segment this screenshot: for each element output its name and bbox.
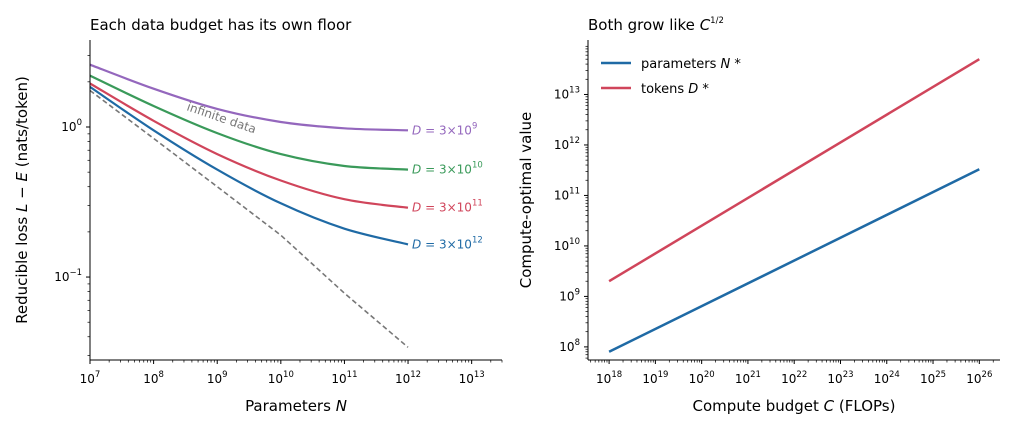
right-x-tick-label: 1020 <box>689 370 715 386</box>
left-x-tick-label: 1011 <box>331 370 357 386</box>
right-x-tick-label: 1023 <box>827 370 853 386</box>
series-label-D-3e9: D = 3×109 <box>412 121 477 137</box>
series-label-D-3e12: D = 3×1012 <box>412 235 483 251</box>
left-x-tick-label: 1010 <box>268 370 294 386</box>
left-x-axis-label: Parameters N <box>245 397 347 415</box>
series-line-D-3e12 <box>89 85 409 246</box>
right-x-tick-label: 1026 <box>966 370 992 386</box>
left-x-tick-label: 1013 <box>459 370 485 386</box>
right-x-tick-label: 1022 <box>781 370 807 386</box>
right-x-tick-label: 1024 <box>874 370 900 386</box>
series-label-D-3e10: D = 3×1010 <box>412 161 483 177</box>
right-x-axis-label: Compute budget C (FLOPs) <box>693 397 896 415</box>
series-line-D-3e9 <box>89 63 409 132</box>
right-y-axis-label: Compute-optimal value <box>517 112 535 289</box>
left-x-tick-label: 109 <box>207 370 228 386</box>
left-chart-title: Each data budget has its own floor <box>90 16 352 34</box>
infinite-data-line <box>89 89 409 348</box>
right-x-tick-label: 1019 <box>642 370 668 386</box>
right-legend: parameters N * tokens D * <box>601 57 741 97</box>
left-y-axis-label: Reducible loss L − E (nats/token) <box>13 76 31 324</box>
left-x-tick-label: 108 <box>143 370 164 386</box>
right-chart: Both grow like C1/2 1018 1019 1020 1021 1022… <box>517 16 1000 415</box>
legend-label-parameters: parameters N * <box>641 57 741 72</box>
infinite-data-annotation: infinite data <box>185 100 258 137</box>
right-y-tick-label: 1010 <box>554 237 580 253</box>
right-x-tick-label: 1025 <box>920 370 946 386</box>
left-x-tick-label: 1012 <box>395 370 421 386</box>
left-chart: Each data budget has its own floor infin… <box>13 16 503 415</box>
series-line-parameters <box>608 168 980 353</box>
right-y-tick-label: 1013 <box>554 85 580 101</box>
left-y-tick-label: 10−1 <box>54 268 82 284</box>
right-y-tick-label: 1012 <box>554 136 580 152</box>
legend-label-tokens: tokens D * <box>641 82 709 97</box>
series-line-D-3e10 <box>89 74 409 171</box>
right-y-tick-label: 1011 <box>554 186 580 202</box>
left-x-tick-label: 107 <box>80 370 101 386</box>
series-line-tokens <box>608 58 980 283</box>
left-y-tick-label: 100 <box>61 118 82 134</box>
right-y-tick-label: 109 <box>559 287 580 303</box>
right-chart-title: Both grow like C1/2 <box>588 16 724 34</box>
right-y-tick-label: 108 <box>559 338 580 354</box>
series-label-D-3e11: D = 3×1011 <box>412 199 483 215</box>
series-line-D-3e11 <box>89 82 409 209</box>
right-x-tick-label: 1018 <box>596 370 622 386</box>
right-x-tick-label: 1021 <box>735 370 761 386</box>
